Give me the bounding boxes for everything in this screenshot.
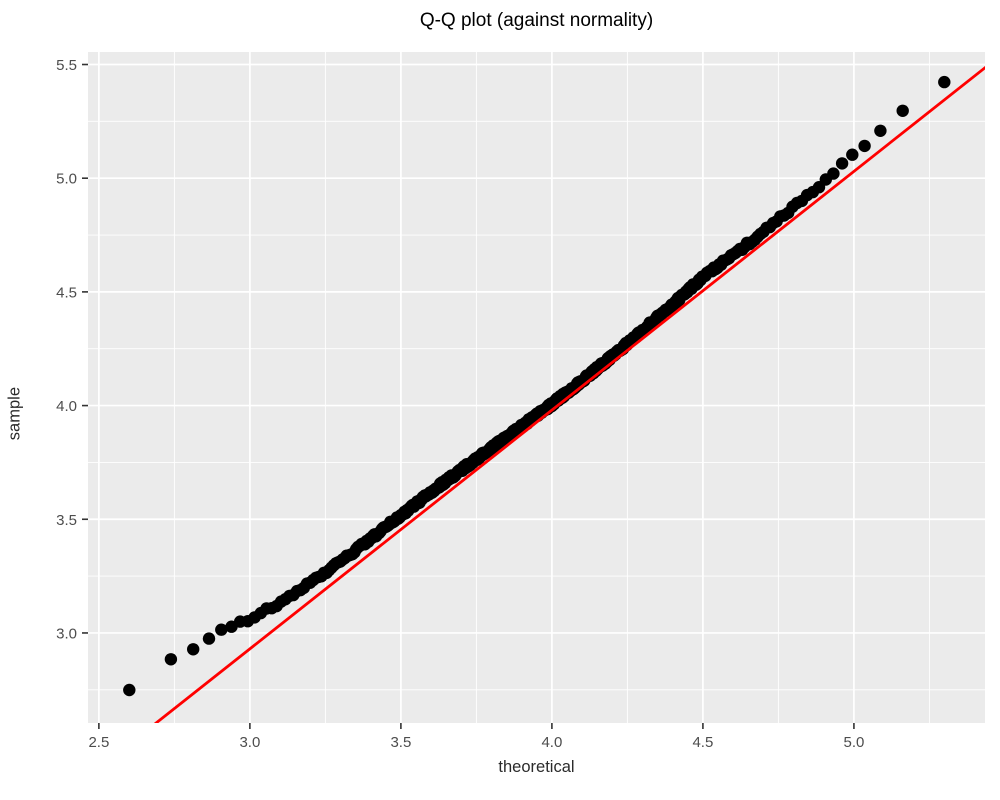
svg-text:3.5: 3.5	[390, 734, 411, 751]
x-tick-labels: 2.5 3.0 3.5 4.0 4.5 5.0	[88, 734, 864, 751]
reference-line	[153, 65, 985, 723]
grid-minor	[88, 52, 985, 723]
panel-background	[88, 52, 985, 723]
chart-title: Q-Q plot (against normality)	[419, 10, 654, 31]
svg-text:4.5: 4.5	[56, 284, 77, 301]
y-axis-title-text: sample	[5, 386, 23, 441]
svg-text:3.0: 3.0	[239, 734, 260, 751]
axis-ticks	[82, 63, 855, 729]
y-tick-labels: 3.0 3.5 4.0 4.5 5.0 5.5	[56, 57, 77, 642]
x-axis-title: theoretical	[498, 758, 575, 776]
svg-text:5.0: 5.0	[56, 171, 77, 188]
svg-text:4.0: 4.0	[56, 398, 77, 415]
svg-text:5.0: 5.0	[843, 734, 864, 751]
svg-text:3.0: 3.0	[56, 625, 77, 642]
svg-text:4.5: 4.5	[692, 734, 713, 751]
svg-text:4.0: 4.0	[541, 734, 562, 751]
grid-major	[88, 52, 985, 723]
svg-text:5.5: 5.5	[56, 57, 77, 74]
svg-text:2.5: 2.5	[88, 734, 109, 751]
svg-text:3.5: 3.5	[56, 512, 77, 529]
